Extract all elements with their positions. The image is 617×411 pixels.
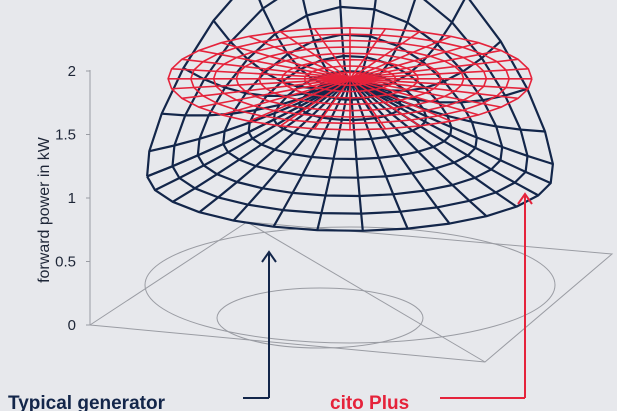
y-tick-label: 1.5: [55, 127, 76, 144]
cito-spoke-line: [313, 28, 351, 80]
typical-generator-label: Typical generator: [8, 393, 166, 411]
cito-spoke-line: [198, 78, 351, 108]
cito-spoke-line: [349, 35, 452, 80]
y-tick-label: 0: [68, 317, 76, 334]
typical-spoke-line: [172, 77, 351, 203]
cito-spoke-line: [248, 78, 351, 122]
cito-arrowhead: [517, 192, 533, 205]
cito-spoke-line: [349, 78, 387, 130]
cito-spoke-line: [349, 41, 479, 80]
typical-spoke-line: [146, 77, 351, 178]
cito-spoke-line: [349, 49, 502, 80]
typical-spoke-line: [154, 77, 351, 192]
cito-spoke-line: [349, 78, 421, 127]
typical-spoke-line: [348, 78, 409, 230]
typical-spoke-line: [349, 77, 546, 133]
floor-outline: [88, 221, 614, 363]
floor-small-ellipse: [216, 287, 424, 349]
y-tick-label: 0.5: [55, 254, 76, 271]
typical-spoke-line: [349, 78, 451, 225]
cito-spoke-line: [171, 78, 351, 90]
cito-spoke-line: [349, 28, 387, 80]
cito-spoke-line: [221, 78, 351, 116]
cito-spoke-line: [171, 68, 351, 80]
typical-spoke-line: [316, 78, 352, 231]
cito-spoke-line: [349, 78, 452, 122]
cito-spoke-line: [198, 49, 351, 80]
cito-spoke-line: [279, 31, 351, 80]
cito-spoke-line: [221, 41, 351, 80]
typical-arrowhead: [261, 250, 277, 263]
callouts: Typical generator cito Plus: [8, 192, 533, 411]
floor-diagonal: [246, 221, 486, 363]
cito-spoke-line: [181, 58, 351, 80]
cito-spoke-line: [349, 58, 519, 80]
y-axis-title: forward power in kW: [36, 136, 53, 283]
typical-spoke-line: [272, 78, 351, 228]
floor-large-ellipse: [144, 226, 556, 344]
typical-spoke-line: [348, 78, 364, 231]
cito-spoke-line: [279, 78, 351, 127]
typical-spoke-line: [232, 78, 351, 222]
cito-spoke-line: [181, 78, 351, 100]
cito-spoke-line: [349, 78, 502, 108]
cito-spoke-line: [349, 78, 519, 100]
cito-spoke-line: [349, 78, 479, 116]
cito-spoke-line: [248, 35, 351, 80]
typical-spoke-line: [349, 77, 552, 185]
y-axis: 0 0.5 1 1.5 2 forward power in kW: [36, 63, 91, 334]
y-tick-label: 2: [68, 63, 76, 80]
typical-spoke-line: [349, 77, 554, 166]
cito-spoke-line: [313, 78, 351, 130]
cito-spoke-line: [349, 78, 529, 90]
cito-plus-label: cito Plus: [330, 393, 409, 411]
cito-spoke-line: [349, 31, 421, 80]
y-tick-label: 1: [68, 190, 76, 207]
floor-plane: [88, 221, 614, 363]
cito-plus-surface: [167, 26, 533, 131]
cito-spoke-line: [349, 68, 529, 80]
